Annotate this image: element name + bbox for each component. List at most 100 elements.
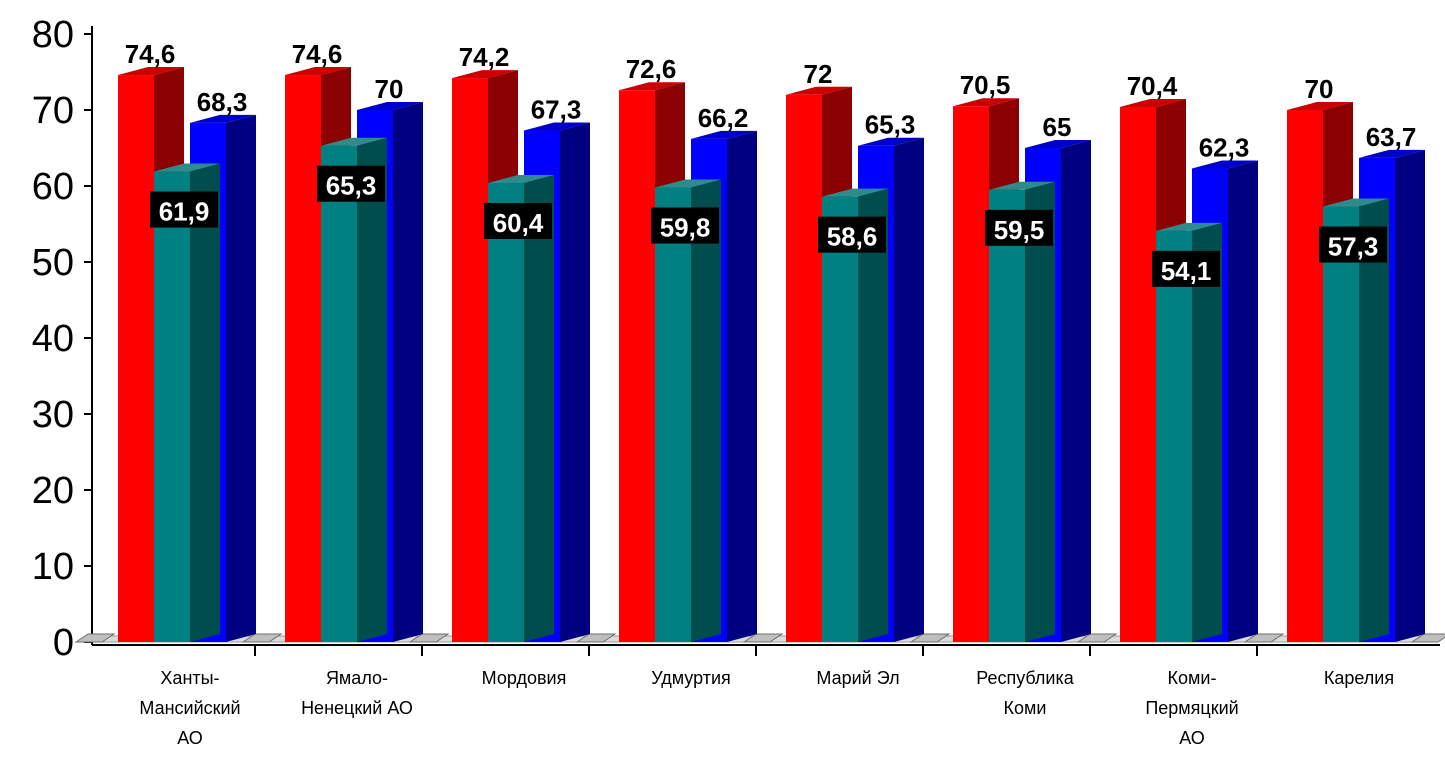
bar [989, 189, 1025, 643]
floor-marker [74, 633, 116, 643]
y-tick-label: 30 [32, 394, 74, 436]
floor-marker [241, 633, 283, 643]
bar-top [1323, 198, 1389, 207]
x-tick-label-line: Ямало- [326, 668, 388, 688]
floor-marker [1076, 633, 1118, 643]
bar [488, 182, 524, 642]
data-label: 70 [1305, 74, 1334, 104]
x-tick-label-line: АО [1179, 728, 1205, 748]
bar-top [822, 188, 888, 197]
bar-top [786, 86, 852, 95]
data-label: 63,7 [1366, 122, 1417, 152]
bar-side [524, 174, 554, 642]
bar [285, 75, 321, 643]
data-label-box [484, 202, 552, 239]
bar-top [691, 130, 757, 139]
bar-top [1156, 222, 1222, 231]
bar-top [190, 114, 256, 123]
bar [1287, 110, 1323, 642]
data-label-box [985, 209, 1053, 246]
bar [655, 187, 691, 642]
bar-side [1228, 160, 1258, 642]
data-label-box [150, 191, 218, 228]
data-label: 67,3 [531, 95, 582, 125]
data-label: 58,6 [827, 222, 878, 252]
bar-top [285, 67, 351, 76]
x-tick-label-line: Коми- [1168, 668, 1217, 688]
x-tick-label-line: Республика [976, 668, 1075, 688]
data-label: 66,2 [698, 103, 749, 133]
bar [452, 78, 488, 642]
data-label: 70,4 [1127, 71, 1178, 101]
x-tick-label-line: Карелия [1324, 668, 1394, 688]
bar [321, 145, 357, 642]
bar-top [953, 98, 1019, 107]
y-tick-label: 70 [32, 90, 74, 132]
bar-side [1192, 222, 1222, 642]
x-tick-label-line: Мордовия [482, 668, 567, 688]
x-tick-label: Ямало- Ненецкий АО [301, 668, 413, 718]
data-label-box [1152, 250, 1220, 287]
bar-side [393, 102, 423, 642]
bar-top [1025, 140, 1091, 148]
data-label-box [651, 207, 719, 244]
x-tick-label-line: Марий Эл [816, 668, 899, 688]
bar-top [524, 122, 590, 131]
bar [1120, 106, 1156, 642]
data-label: 74,6 [292, 39, 343, 69]
x-tick-label-line: Пермяцкий [1145, 698, 1238, 718]
x-tick-label: Ханты- Мансийский АО [139, 668, 240, 748]
floor-marker [909, 633, 951, 643]
bar-top [858, 137, 924, 146]
bar-side [1395, 149, 1425, 642]
data-label: 65 [1043, 112, 1072, 142]
data-label-box [317, 165, 385, 202]
bar-top [1120, 98, 1186, 107]
bar [953, 106, 989, 642]
bar-top [1287, 102, 1353, 110]
data-label: 74,6 [125, 39, 176, 69]
bar-side [727, 130, 757, 642]
data-label: 59,8 [660, 213, 711, 243]
bar-top [452, 70, 518, 79]
bar-top [1359, 149, 1425, 158]
x-tick-label-line: Ненецкий АО [301, 698, 413, 718]
data-label-box [818, 216, 886, 253]
floor-marker [1410, 633, 1445, 643]
data-label: 62,3 [1199, 133, 1250, 163]
floor-marker [575, 633, 617, 643]
bar [822, 196, 858, 642]
x-tick-label-line: Удмуртия [651, 668, 731, 688]
bar-top [488, 174, 554, 183]
y-tick-label: 20 [32, 470, 74, 512]
y-tick-label: 60 [32, 166, 74, 208]
data-label: 61,9 [159, 197, 210, 227]
floor-marker [408, 633, 450, 643]
bar-top [989, 181, 1055, 190]
x-tick-label-line: Коми [1004, 698, 1047, 718]
bar-side [858, 188, 888, 642]
data-label: 72,6 [626, 54, 677, 84]
data-label: 54,1 [1161, 256, 1212, 286]
floor-marker [742, 633, 784, 643]
bar-top [655, 179, 721, 188]
bar [619, 90, 655, 643]
bar [786, 94, 822, 643]
bar-side [1061, 140, 1091, 642]
y-tick-label: 50 [32, 242, 74, 284]
x-tick-label: Мордовия [482, 668, 567, 688]
bar [118, 75, 154, 643]
x-tick-label-line: Мансийский [139, 698, 240, 718]
bar-top [619, 82, 685, 91]
data-label: 70 [375, 74, 404, 104]
bar [154, 171, 190, 642]
bar [1156, 230, 1192, 642]
x-tick-label: Марий Эл [816, 668, 899, 688]
bar-side [560, 122, 590, 642]
bar-top [357, 102, 423, 110]
data-label: 59,5 [994, 215, 1045, 245]
data-label: 57,3 [1328, 232, 1379, 262]
bar-top [154, 163, 220, 172]
data-label: 72 [804, 59, 833, 89]
